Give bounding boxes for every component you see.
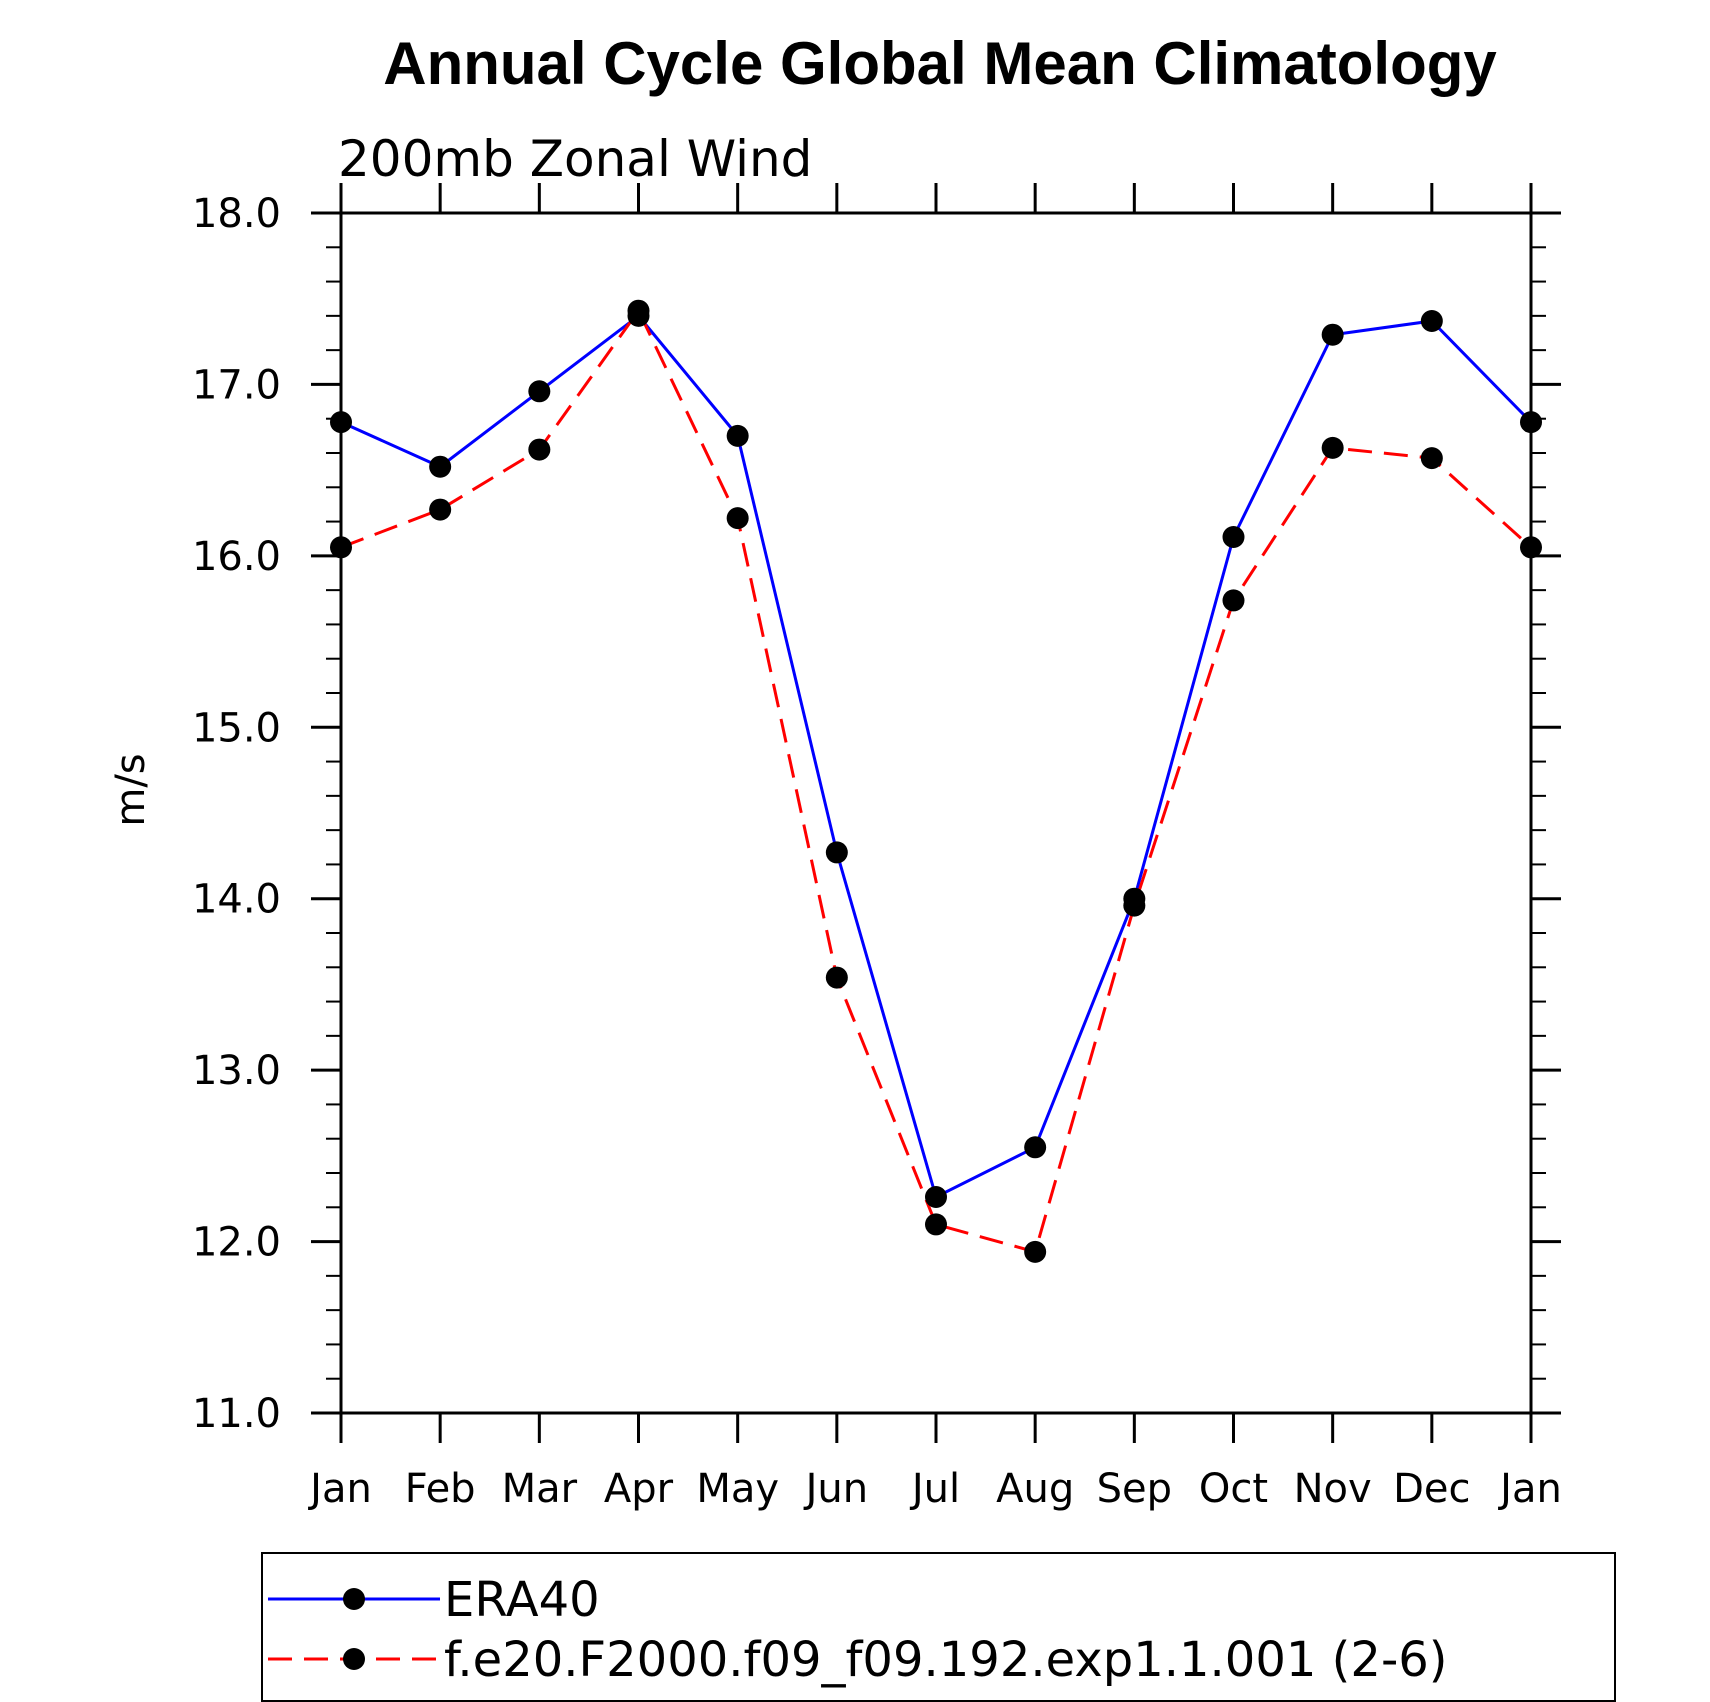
x-tick-label: Jan [307, 1466, 372, 1512]
series-1-point [429, 498, 452, 521]
series-0-point [528, 380, 551, 403]
series-1-point [627, 299, 650, 322]
legend: ERA40f.e20.F2000.f09_f09.192.exp1.1.001 … [268, 1572, 1448, 1688]
series-1-point [1520, 536, 1542, 559]
y-tick-label: 17.0 [192, 362, 281, 408]
series-1-point [1321, 436, 1344, 459]
legend-label-0: ERA40 [444, 1572, 600, 1628]
legend-marker-1 [343, 1648, 365, 1670]
y-tick-label: 18.0 [192, 191, 281, 237]
y-tick-label: 16.0 [192, 534, 281, 580]
x-tick-label: Oct [1199, 1466, 1268, 1512]
series-1-point [825, 966, 848, 989]
axis-ticks [311, 183, 1561, 1443]
x-tick-label: Dec [1393, 1466, 1470, 1512]
legend-marker-0 [343, 1588, 365, 1610]
series-0-point [726, 424, 749, 447]
y-tick-label: 11.0 [192, 1391, 281, 1437]
series-line-1 [340, 307, 1533, 1254]
x-tick-label: Sep [1097, 1466, 1172, 1512]
series-0-point [330, 411, 352, 434]
series-0-point [825, 841, 848, 864]
x-tick-label: Nov [1294, 1466, 1372, 1512]
series-1-point [726, 507, 749, 530]
y-tick-label: 14.0 [192, 877, 281, 923]
series-line-0 [340, 313, 1533, 1200]
x-tick-label: Jan [1497, 1466, 1562, 1512]
series-1-point [1420, 447, 1443, 470]
chart-subtitle: 200mb Zonal Wind [338, 130, 812, 188]
x-tick-label: Mar [502, 1466, 578, 1512]
legend-label-1: f.e20.F2000.f09_f09.192.exp1.1.001 (2-6) [444, 1632, 1448, 1688]
x-tick-labels: Jan Feb Mar Apr May Jun Jul Aug Sep Oct Nov Dec Jan [307, 1466, 1562, 1512]
plot-frame [339, 211, 1533, 1415]
series-layer [330, 299, 1542, 1263]
y-tick-label: 15.0 [192, 705, 281, 751]
series-1-point [1123, 894, 1146, 917]
series-0-point [1321, 323, 1344, 346]
y-tick-labels: 11.0 12.0 13.0 14.0 15.0 16.0 17.0 18.0 [192, 191, 281, 1437]
x-tick-label: Jul [909, 1466, 960, 1512]
series-1-point [330, 536, 352, 559]
x-tick-label: Apr [604, 1466, 674, 1512]
series-0-point [1520, 411, 1542, 434]
x-tick-label: Feb [405, 1466, 476, 1512]
y-tick-label: 13.0 [192, 1048, 281, 1094]
series-1-point [1222, 589, 1245, 612]
series-1-point [1024, 1240, 1047, 1263]
series-0-point [1222, 526, 1245, 548]
y-tick-label: 12.0 [192, 1220, 281, 1266]
legend-box [261, 1552, 1616, 1702]
series-1-point [528, 438, 551, 461]
x-tick-label: May [696, 1466, 779, 1512]
chart-title: Annual Cycle Global Mean Climatology [383, 30, 1497, 97]
series-0-point [1420, 310, 1443, 332]
series-1-point [925, 1213, 947, 1236]
series-0-point [1024, 1136, 1047, 1159]
x-tick-label: Jun [803, 1466, 869, 1512]
series-0-point [429, 455, 452, 478]
series-0-point [925, 1186, 947, 1208]
x-tick-label: Aug [996, 1466, 1074, 1512]
y-axis-label: m/s [108, 753, 154, 826]
